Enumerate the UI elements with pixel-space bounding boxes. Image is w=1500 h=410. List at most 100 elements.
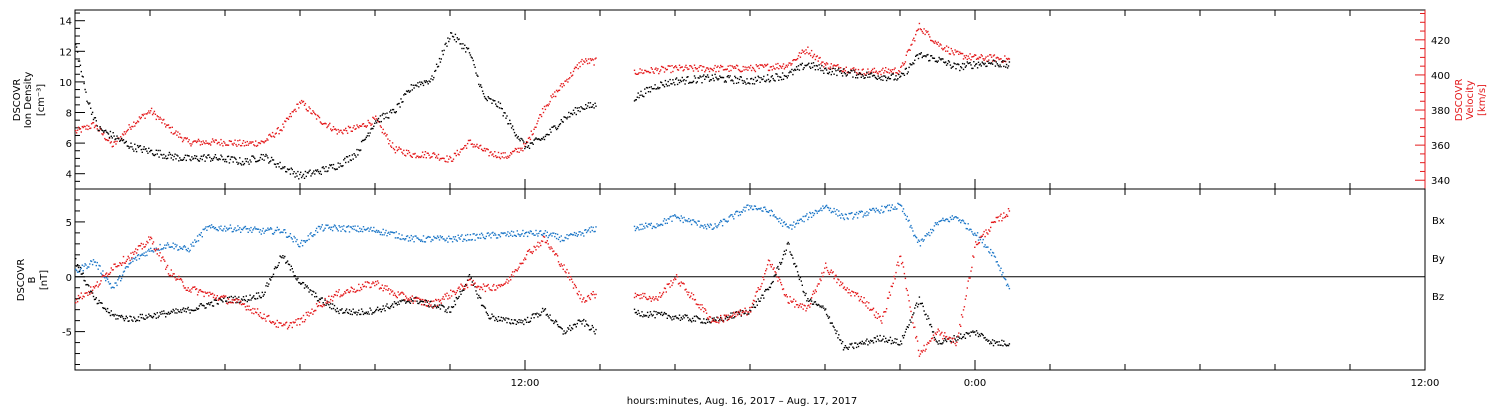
data-point-Bz [487, 283, 489, 286]
data-point-Bz [771, 263, 773, 266]
data-point-Bz [430, 304, 432, 306]
data-point-Bz [85, 292, 87, 294]
data-point-Bz [441, 298, 443, 300]
data-point-Bx [894, 338, 896, 340]
data-point-Bz [157, 248, 159, 250]
data-point-Bz [313, 310, 315, 313]
data-point-red [226, 144, 229, 146]
data-point-black [948, 61, 951, 63]
data-point-By [221, 229, 223, 231]
data-point-By [562, 239, 564, 242]
data-point-black [570, 112, 573, 115]
data-point-Bz [221, 295, 223, 297]
data-point-red [464, 145, 466, 147]
data-point-black [920, 52, 922, 54]
data-point-red [544, 108, 547, 111]
data-point-red [569, 77, 571, 79]
data-point-red [778, 68, 780, 70]
data-point-Bx [304, 284, 307, 286]
data-point-Bx [314, 296, 316, 298]
data-point-black [184, 154, 187, 156]
data-point-red [410, 155, 412, 158]
data-point-red [106, 139, 109, 142]
data-point-Bz [775, 272, 777, 274]
data-point-Bx [737, 312, 740, 314]
data-point-black [330, 164, 333, 166]
data-point-Bz [229, 301, 232, 304]
data-point-Bz [427, 300, 429, 302]
data-point-By [452, 236, 455, 238]
data-point-By [354, 225, 356, 227]
data-point-Bx [547, 315, 549, 317]
data-point-red [521, 147, 523, 149]
data-point-Bx [909, 319, 911, 321]
data-point-Bx [561, 328, 563, 330]
data-point-red [352, 127, 354, 129]
data-point-Bx [756, 304, 758, 306]
data-point-red [801, 49, 803, 51]
data-point-By [783, 221, 786, 223]
data-point-By [777, 218, 779, 220]
data-point-By [779, 217, 781, 219]
data-point-red [652, 71, 654, 73]
data-point-Bz [995, 216, 997, 219]
data-point-black [486, 99, 488, 102]
data-point-black [679, 79, 682, 81]
data-point-Bz [300, 318, 302, 320]
data-point-black [209, 156, 211, 159]
data-point-black [925, 55, 927, 58]
data-point-Bz [176, 278, 178, 280]
data-point-Bx [829, 322, 832, 324]
data-point-red [871, 68, 874, 70]
data-point-By [731, 214, 733, 216]
data-point-Bz [253, 312, 255, 315]
data-point-black [120, 139, 122, 141]
data-point-black [869, 76, 871, 78]
data-point-black [105, 131, 108, 133]
data-point-Bx [87, 284, 89, 286]
data-point-Bx [389, 307, 391, 310]
data-point-By [300, 242, 302, 244]
data-point-Bz [743, 311, 745, 313]
data-point-black [947, 60, 950, 62]
data-point-red [108, 137, 111, 139]
data-point-black [109, 130, 112, 133]
data-point-By [209, 225, 211, 227]
data-point-By [774, 216, 776, 218]
data-point-By [350, 226, 352, 228]
data-point-red [350, 130, 352, 132]
data-point-black [748, 82, 750, 84]
data-point-Bz [351, 287, 353, 289]
data-point-By [492, 231, 494, 234]
data-point-Bx [654, 317, 656, 319]
data-point-Bz [75, 298, 78, 301]
data-point-Bz [383, 287, 385, 289]
data-point-Bz [701, 304, 703, 306]
data-point-By [736, 210, 739, 213]
data-point-By [455, 239, 457, 241]
data-point-Bz [321, 306, 323, 308]
data-point-black [718, 78, 720, 80]
data-point-Bx [945, 339, 947, 341]
data-point-black [267, 157, 269, 159]
data-point-red [529, 138, 532, 141]
data-point-Bx [921, 302, 923, 304]
data-point-red [150, 107, 153, 110]
data-point-red [79, 128, 82, 130]
data-point-Bx [222, 301, 224, 303]
data-point-Bz [329, 301, 331, 303]
data-point-By [995, 261, 997, 263]
data-point-red [795, 58, 798, 61]
data-point-black [857, 73, 860, 76]
data-point-By [405, 238, 407, 240]
data-point-red [456, 149, 458, 152]
data-point-Bx [769, 286, 772, 289]
data-point-red [857, 68, 860, 71]
data-point-Bz [724, 316, 727, 318]
data-point-red [794, 59, 796, 61]
b-label-line2: B [27, 276, 38, 283]
data-point-red [682, 70, 684, 72]
data-point-Bz [405, 297, 408, 299]
data-point-black [807, 63, 809, 66]
data-point-Bz [114, 263, 116, 265]
